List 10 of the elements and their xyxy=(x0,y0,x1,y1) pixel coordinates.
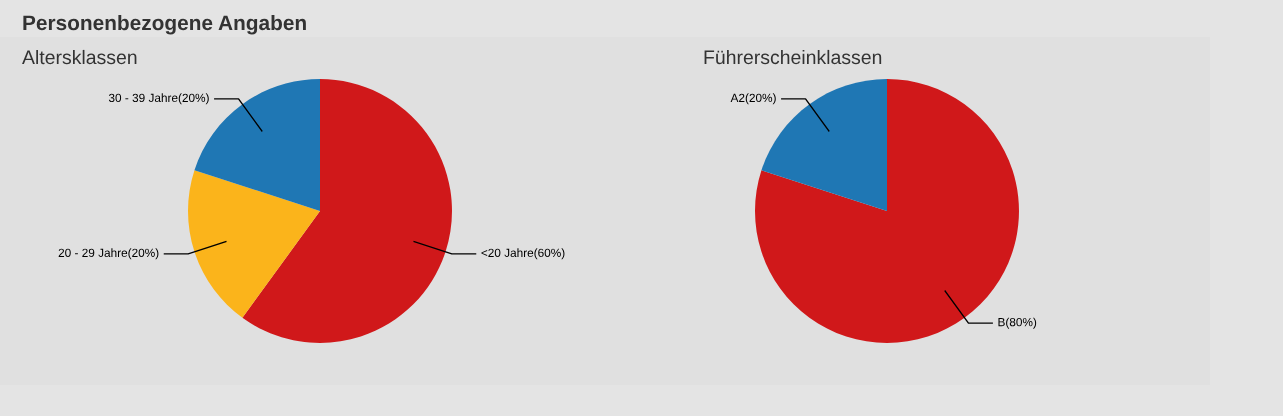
pie-slice xyxy=(242,79,452,343)
slice-label: 30 - 39 Jahre(20%) xyxy=(108,93,209,105)
chart-subtitle: Altersklassen xyxy=(22,49,137,65)
slice-label: 20 - 29 Jahre(20%) xyxy=(58,248,159,260)
slice-label: <20 Jahre(60%) xyxy=(481,248,565,260)
slice-label: B(80%) xyxy=(998,317,1037,329)
chart-title: Personenbezogene Angaben xyxy=(23,14,306,35)
chart-subtitle: Führerscheinklassen xyxy=(704,49,882,65)
slice-label: A2(20%) xyxy=(730,93,776,105)
pie-slice xyxy=(188,170,320,318)
